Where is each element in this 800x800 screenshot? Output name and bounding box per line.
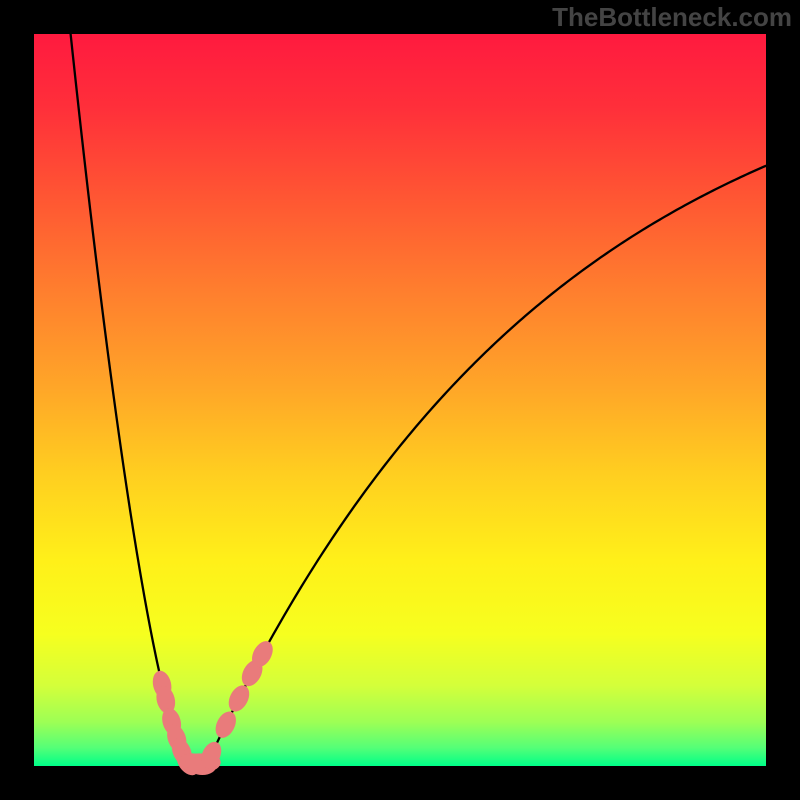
chart-stage: TheBottleneck.com (0, 0, 800, 800)
watermark-text: TheBottleneck.com (552, 2, 792, 33)
bottleneck-chart-svg (0, 0, 800, 800)
gradient-panel (34, 34, 766, 766)
